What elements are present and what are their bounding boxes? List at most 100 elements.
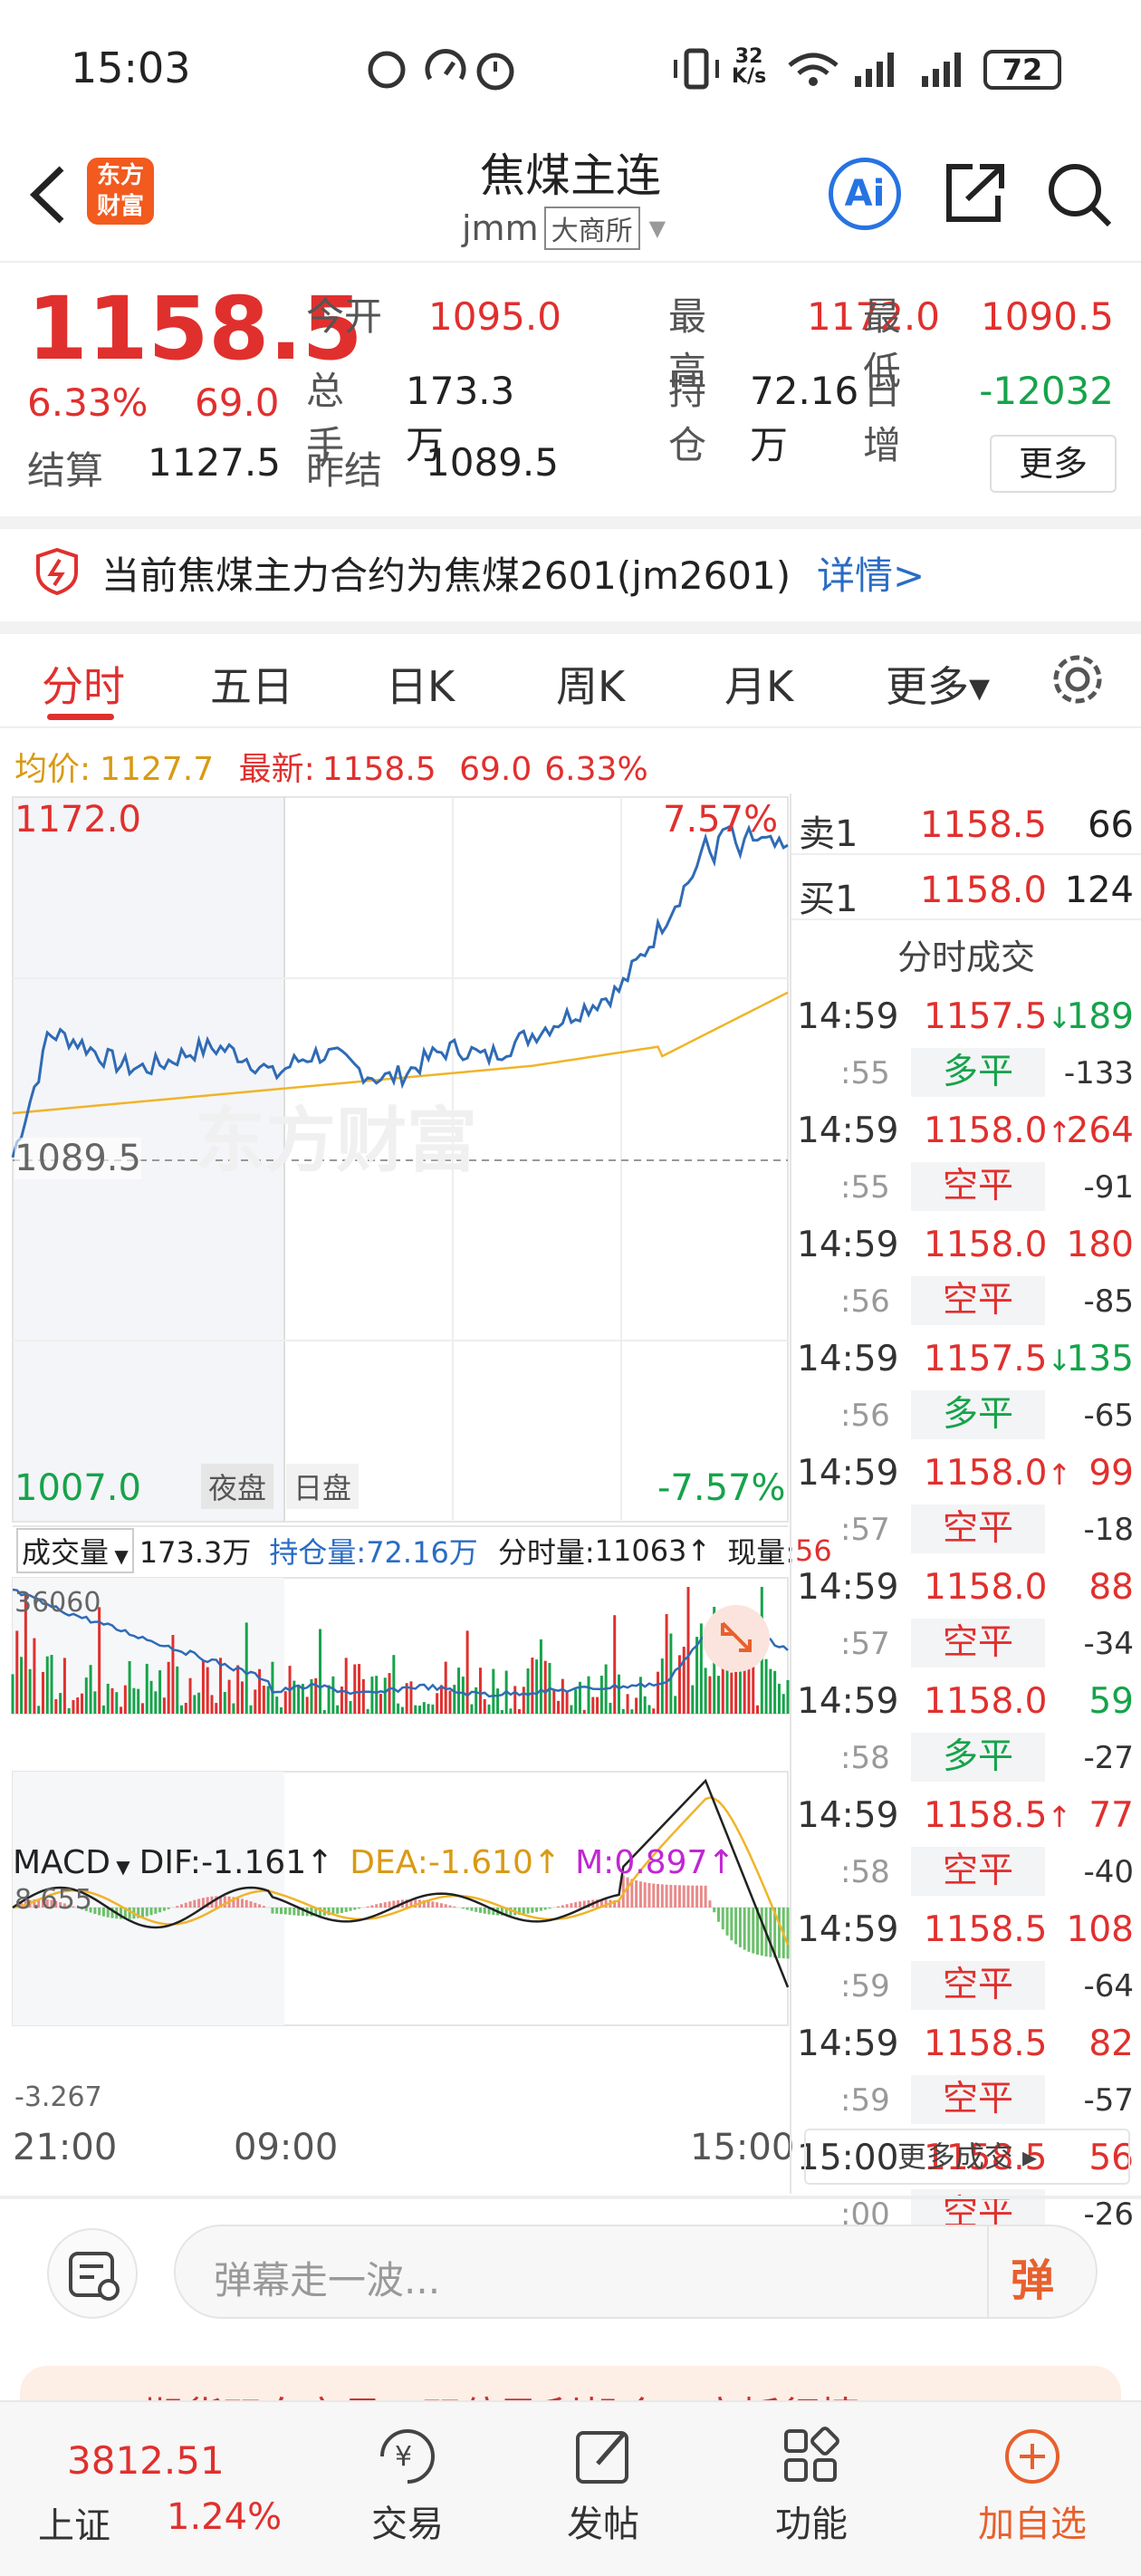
volume-bar [292, 1680, 296, 1714]
tab-5day[interactable]: 五日 [210, 662, 293, 711]
signal-icons [788, 53, 961, 87]
macd-bar [375, 1904, 379, 1908]
expand-chart-button[interactable] [703, 1605, 770, 1672]
macd-select[interactable]: MACD ▼ [13, 1843, 130, 1881]
trade-detail-row: :55 多平 -133 [791, 1044, 1141, 1101]
macd-bar [535, 1908, 539, 1912]
macd-bar [643, 1882, 647, 1908]
chart-high-pct: 7.57% [663, 799, 779, 841]
danmaku-input[interactable]: 弹幕走一波... 弹 [174, 2225, 1098, 2319]
trade-volume: 108 [1066, 1909, 1134, 1950]
trade-row: 14:59 1157.5↓ 135 [791, 1330, 1141, 1387]
net-speed: 32 K/s [732, 45, 767, 88]
volume-bar [115, 1692, 119, 1714]
trade-price: 1158.0↑ [924, 1110, 1072, 1151]
trade-row: 14:59 1158.5↑ 77 [791, 1786, 1141, 1843]
more-button[interactable]: 更多 [990, 435, 1117, 493]
search-icon[interactable] [1046, 161, 1115, 230]
nav-post[interactable]: 发帖 [540, 2402, 666, 2576]
bid-row[interactable]: 买1 1158.0 124 [791, 859, 1141, 920]
trade-row: 15:00 1158.5 56 [791, 2129, 1141, 2186]
volume-bar [626, 1694, 629, 1714]
nav-functions[interactable]: 功能 [748, 2402, 875, 2576]
macd-bar [716, 1908, 720, 1922]
volume-bar [28, 1668, 32, 1714]
macd-bar [483, 1908, 486, 1914]
trade-price: 1157.5↓ [924, 1339, 1072, 1379]
volume-bar [76, 1697, 80, 1714]
macd-bar [674, 1885, 677, 1908]
volume-indicator-select[interactable]: 成交量 ▼ [16, 1528, 134, 1573]
volume-bar [535, 1659, 539, 1714]
app-logo[interactable]: 东方 财富 [87, 158, 154, 225]
tab-monthly-k[interactable]: 月K [724, 662, 794, 711]
volume-bar [314, 1677, 318, 1714]
macd-bar [327, 1908, 331, 1916]
trade-second: :58 [840, 1854, 890, 1890]
notice-detail-link[interactable]: 详情> [817, 553, 925, 598]
volume-bar [349, 1700, 352, 1714]
contract-code[interactable]: jmm 大商所 ▼ [462, 207, 666, 250]
trade-time: 14:59 [797, 1225, 899, 1265]
macd-bar [219, 1896, 223, 1908]
macd-bar [409, 1899, 413, 1908]
volume-bar [686, 1587, 690, 1714]
tab-more[interactable]: 更多▾ [886, 662, 991, 711]
macd-bar [249, 1901, 253, 1908]
macd-bar [101, 1908, 105, 1917]
share-icon[interactable] [942, 161, 1007, 226]
volume-bar [279, 1706, 283, 1714]
volume-bar [448, 1690, 452, 1714]
volume-bar [682, 1647, 686, 1714]
tab-intraday[interactable]: 分时 [42, 662, 125, 711]
trade-time: 14:59 [797, 2023, 899, 2064]
macd-bar [427, 1900, 430, 1908]
macd-bar [613, 1899, 617, 1908]
bottom-nav: 3812.51 上证 1.24% ¥ 交易 发帖 功能 加自选 [0, 2400, 1141, 2576]
macd-bar [244, 1899, 248, 1908]
change-value: 69.0 [195, 380, 280, 425]
trade-row: 14:59 1158.0 180 [791, 1216, 1141, 1273]
volume-bar [773, 1670, 777, 1714]
danmaku-send-button[interactable]: 弹 [1011, 2255, 1055, 2306]
more-trades-button[interactable]: 更多成交 ▸ [804, 2129, 1130, 2185]
index-ticker[interactable]: 3812.51 上证 1.24% [38, 2438, 283, 2547]
volume-bar [738, 1648, 742, 1714]
day-session-label[interactable]: 日盘 [286, 1464, 360, 1509]
macd-bar [444, 1904, 447, 1908]
trade-volume: 135 [1066, 1339, 1134, 1379]
volume-bar [657, 1671, 660, 1714]
macd-bar [465, 1908, 469, 1910]
danmaku-toggle[interactable] [47, 2228, 138, 2319]
trade-time: 14:59 [797, 1339, 899, 1379]
macd-bar [310, 1908, 313, 1917]
ai-icon[interactable]: Ai [829, 158, 901, 230]
volume-bar [24, 1594, 27, 1714]
nav-add-watchlist[interactable]: 加自选 [960, 2402, 1105, 2576]
back-icon[interactable] [25, 163, 71, 226]
macd-bar [197, 1898, 201, 1908]
ask-row[interactable]: 卖1 1158.5 66 [791, 793, 1141, 855]
volume-bar [418, 1706, 422, 1714]
macd-bar [769, 1908, 772, 1957]
volume-bar [266, 1686, 270, 1714]
volume-bar [518, 1708, 522, 1714]
trade-row: 14:59 1158.0 88 [791, 1558, 1141, 1615]
volume-bar [331, 1676, 335, 1714]
tab-daily-k[interactable]: 日K [386, 662, 455, 711]
settings-icon[interactable] [1050, 652, 1105, 706]
volume-bar [591, 1697, 595, 1714]
macd-bar [279, 1908, 283, 1915]
macd-bar [240, 1898, 244, 1908]
volume-bar [193, 1695, 197, 1714]
macd-bar [492, 1908, 495, 1916]
trade-row: 14:59 1158.5 82 [791, 2014, 1141, 2071]
night-session-label[interactable]: 夜盘 [201, 1464, 274, 1509]
macd-bar [232, 1897, 235, 1908]
tab-weekly-k[interactable]: 周K [556, 662, 626, 711]
battery-icon: 72 [983, 50, 1061, 90]
volume-bar [140, 1703, 144, 1714]
macd-bar [262, 1906, 265, 1908]
macd-bar [713, 1908, 716, 1913]
nav-trade[interactable]: ¥ 交易 [344, 2402, 471, 2576]
